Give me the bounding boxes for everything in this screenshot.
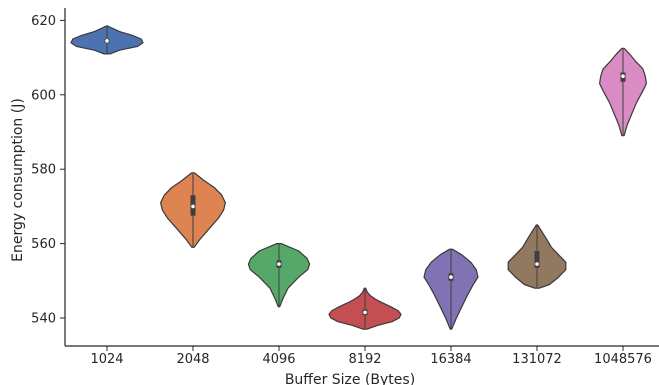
violin-median-dot: [449, 275, 453, 279]
violin-8192: [328, 287, 402, 330]
violin-1024: [70, 25, 144, 55]
violin-2048: [160, 172, 226, 248]
x-tick-label: 1048576: [594, 352, 652, 367]
violin-16384: [423, 248, 479, 330]
violin-median-dot: [277, 262, 281, 266]
x-tick-label: 131072: [512, 352, 562, 367]
x-tick-label: 16384: [430, 352, 471, 367]
y-tick-label: 620: [31, 14, 56, 29]
violin-median-dot: [621, 74, 625, 78]
violin-median-dot: [363, 310, 367, 315]
y-axis-title: Energy consumption (J): [10, 98, 26, 262]
violin-median-dot: [191, 204, 195, 209]
y-tick-label: 540: [31, 312, 56, 327]
violin-median-dot: [105, 39, 109, 43]
y-tick-label: 600: [31, 88, 56, 103]
x-ticks-layer: 1024 2048 4096 8192 16384 131072 1048576: [90, 346, 652, 367]
violin-1048576: [599, 47, 647, 137]
violin-131072: [507, 224, 567, 289]
y-tick-label: 580: [31, 163, 56, 178]
x-tick-label: 4096: [262, 352, 295, 367]
x-axis-title: Buffer Size (Bytes): [285, 372, 415, 385]
violin-iqr-box: [534, 251, 540, 268]
violin-median-dot: [535, 262, 539, 266]
x-tick-label: 1024: [90, 352, 123, 367]
violins-layer: [70, 25, 647, 330]
violin-4096: [247, 243, 311, 308]
y-ticks-layer: 540 560 580 600 620: [31, 14, 65, 327]
y-tick-label: 560: [31, 237, 56, 252]
x-tick-label: 2048: [176, 352, 209, 367]
x-tick-label: 8192: [348, 352, 381, 367]
